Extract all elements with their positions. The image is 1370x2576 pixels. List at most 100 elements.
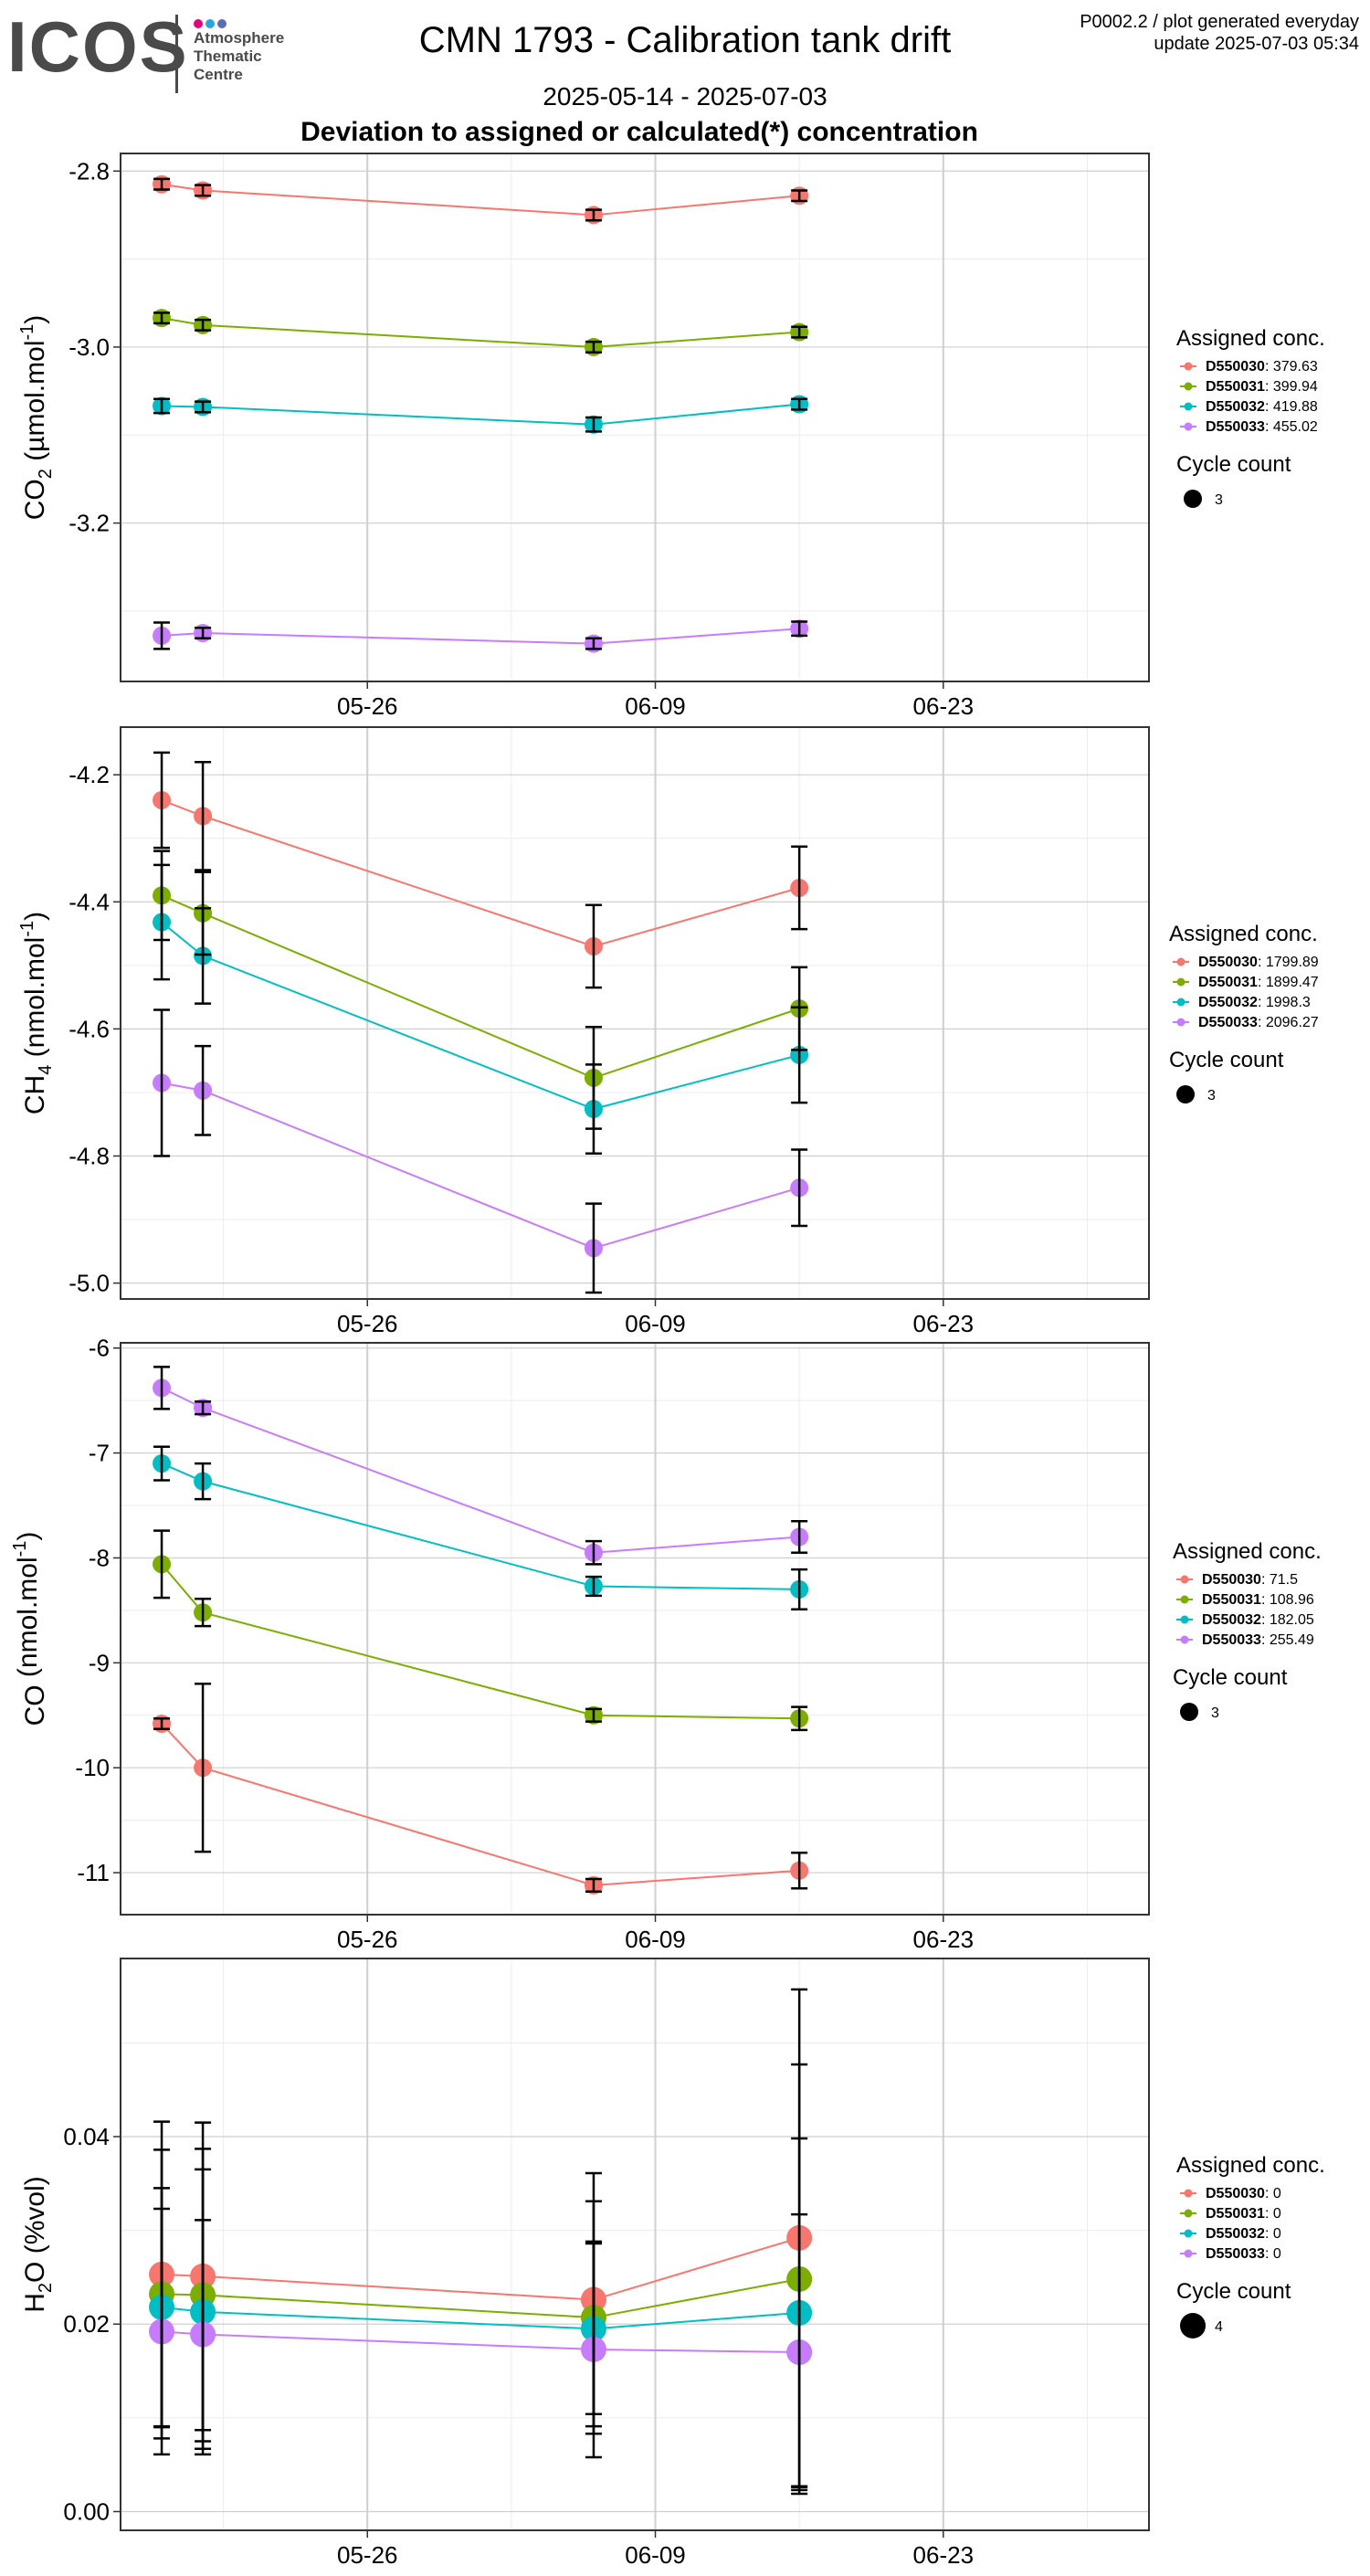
legend-series-conc: : 71.5	[1261, 1572, 1298, 1588]
legend-key-point	[1180, 1615, 1189, 1624]
legend-series-conc: : 0	[1265, 2206, 1281, 2222]
legend-series-name: D550032	[1198, 995, 1258, 1010]
error-bar-D550032	[585, 1575, 602, 1598]
y-tick-label: -8	[89, 1544, 110, 1571]
logo-dot-magenta	[194, 19, 203, 28]
error-bar-D550033	[585, 637, 602, 650]
x-tick-label: 06-23	[913, 1926, 975, 1953]
panel-border	[120, 153, 1150, 682]
legend-item-D550033: D550033: 0	[1206, 2246, 1281, 2262]
legend-key-point	[1180, 1575, 1189, 1584]
legend-series-conc: : 379.63	[1265, 359, 1318, 375]
series-line-D550032	[161, 2306, 800, 2330]
y-axis-label-part: -1	[17, 324, 37, 341]
error-bar-D550031	[585, 1707, 602, 1723]
legend-series-name: D550032	[1206, 2226, 1265, 2242]
y-tick-label: 0.00	[63, 2497, 110, 2525]
page-title: CMN 1793 - Calibration tank drift	[418, 20, 952, 60]
legend-series-conc: : 255.49	[1261, 1632, 1314, 1648]
series-line-D550031	[161, 894, 800, 1080]
error-bar-D550032	[585, 1063, 602, 1155]
legend-key-point	[1180, 1595, 1189, 1604]
legend-item-D550033: D550033: 2096.27	[1198, 1015, 1319, 1030]
legend-item-D550030: D550030: 1799.89	[1198, 955, 1319, 970]
legend-key-point	[1184, 422, 1193, 431]
y-axis-label-part: -1	[10, 1541, 30, 1557]
error-bar-D550030	[153, 751, 171, 850]
series-line-D550032	[162, 403, 800, 426]
legend-series-name: D550033	[1206, 419, 1265, 435]
legend-series-conc: : 455.02	[1265, 419, 1318, 435]
chart-panel-2: -4.2 -4.4 -4.6 -4.8 -5.0 05-26 06-09 06-23 CH4 (…	[17, 726, 1319, 1337]
error-bar-D550033	[195, 2219, 212, 2450]
legend-series-conc: : 0	[1265, 2186, 1281, 2201]
error-bar-D550033	[585, 1539, 602, 1566]
size-legend-label: 4	[1215, 2319, 1223, 2335]
legend-series-name: D550030	[1206, 359, 1265, 375]
error-bar-D550030	[153, 177, 171, 191]
x-tick-label: 06-09	[625, 2541, 686, 2569]
error-bar-D550030	[153, 1716, 171, 1730]
x-tick-label: 05-26	[337, 1310, 398, 1337]
legend-item-D550031: D550031: 108.96	[1202, 1592, 1314, 1608]
size-legend-point	[1180, 1703, 1198, 1721]
y-tick-label: -6	[89, 1335, 110, 1362]
series-line-D550030	[161, 1723, 800, 1886]
size-legend-label: 3	[1211, 1705, 1219, 1721]
legend-title: Assigned conc.	[1173, 1539, 1322, 1564]
legend-series-name: D550033	[1202, 1632, 1261, 1648]
legend-key-point	[1184, 362, 1193, 371]
error-bar-D550032	[195, 400, 212, 414]
size-legend-point	[1180, 2313, 1206, 2338]
y-axis-label-part: -1	[17, 921, 37, 937]
y-tick-label: -4.4	[68, 888, 110, 915]
legend-key-point	[1184, 382, 1193, 391]
y-tick-label: -10	[75, 1754, 110, 1781]
error-bar-D550032	[153, 397, 171, 415]
series-line-D550033	[161, 2330, 800, 2354]
series-line-D550031	[161, 1563, 800, 1720]
plot-meta-line2: update 2025-07-03 05:34	[1154, 34, 1359, 54]
y-tick-label: -5.0	[68, 1270, 110, 1297]
y-tick-label: -3.2	[68, 510, 110, 537]
size-legend-title: Cycle count	[1173, 1665, 1288, 1690]
error-bar-D550031	[195, 1598, 212, 1628]
legend-key-point	[1180, 1635, 1189, 1644]
x-tick-label: 06-23	[913, 1310, 975, 1337]
series-line-D550030	[161, 183, 800, 216]
legend-key-point	[1176, 977, 1186, 987]
size-legend-label: 3	[1207, 1088, 1216, 1103]
error-bar-D550031	[791, 325, 808, 339]
legend-item-D550031: D550031: 399.94	[1206, 379, 1318, 395]
legend-series-conc: : 0	[1265, 2246, 1281, 2262]
legend-series-name: D550031	[1206, 379, 1265, 395]
error-bar-D550031	[153, 1529, 171, 1599]
legend-item-D550030: D550030: 379.63	[1206, 359, 1318, 375]
legend-series-name: D550030	[1198, 955, 1258, 970]
error-bar-D550030	[585, 903, 602, 989]
error-bar-D550030	[791, 845, 808, 931]
error-bar-D550033	[153, 1008, 171, 1157]
panel-border	[120, 1342, 1150, 1916]
error-bar-D550033	[195, 1044, 212, 1136]
y-tick-label: 0.02	[63, 2310, 110, 2338]
chart-heading: Deviation to assigned or calculated(*) c…	[300, 117, 978, 147]
y-axis-label-part: 4	[36, 1065, 56, 1075]
size-legend-title: Cycle count	[1176, 452, 1291, 477]
legend-series-conc: : 1799.89	[1258, 955, 1319, 970]
y-axis-label-part: O (%vol)	[20, 2176, 50, 2283]
y-tick-label: -2.8	[68, 157, 110, 185]
legend-item-D550030: D550030: 0	[1206, 2186, 1281, 2201]
y-axis-label: CH4 (nmol.mol-1)	[17, 912, 56, 1114]
legend-series-name: D550033	[1198, 1015, 1258, 1030]
legend-key-point	[1176, 1018, 1186, 1027]
error-bar-D550033	[791, 2212, 808, 2492]
panel-border	[120, 1958, 1150, 2531]
y-tick-label: -11	[77, 1859, 110, 1886]
y-axis-label-part: (nmol.mol	[13, 1557, 43, 1684]
size-legend-title: Cycle count	[1169, 1048, 1284, 1072]
y-tick-label: -7	[89, 1440, 110, 1467]
error-bar-D550030	[585, 1877, 602, 1893]
